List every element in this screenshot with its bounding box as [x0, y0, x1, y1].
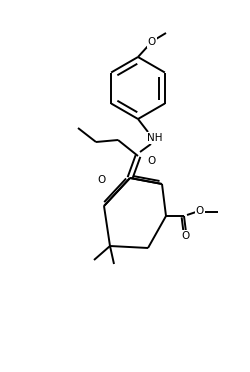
Text: O: O	[182, 231, 190, 241]
Text: O: O	[148, 37, 156, 47]
Text: O: O	[196, 206, 204, 216]
Text: NH: NH	[147, 133, 163, 143]
Text: O: O	[147, 156, 156, 166]
Text: O: O	[98, 175, 106, 185]
